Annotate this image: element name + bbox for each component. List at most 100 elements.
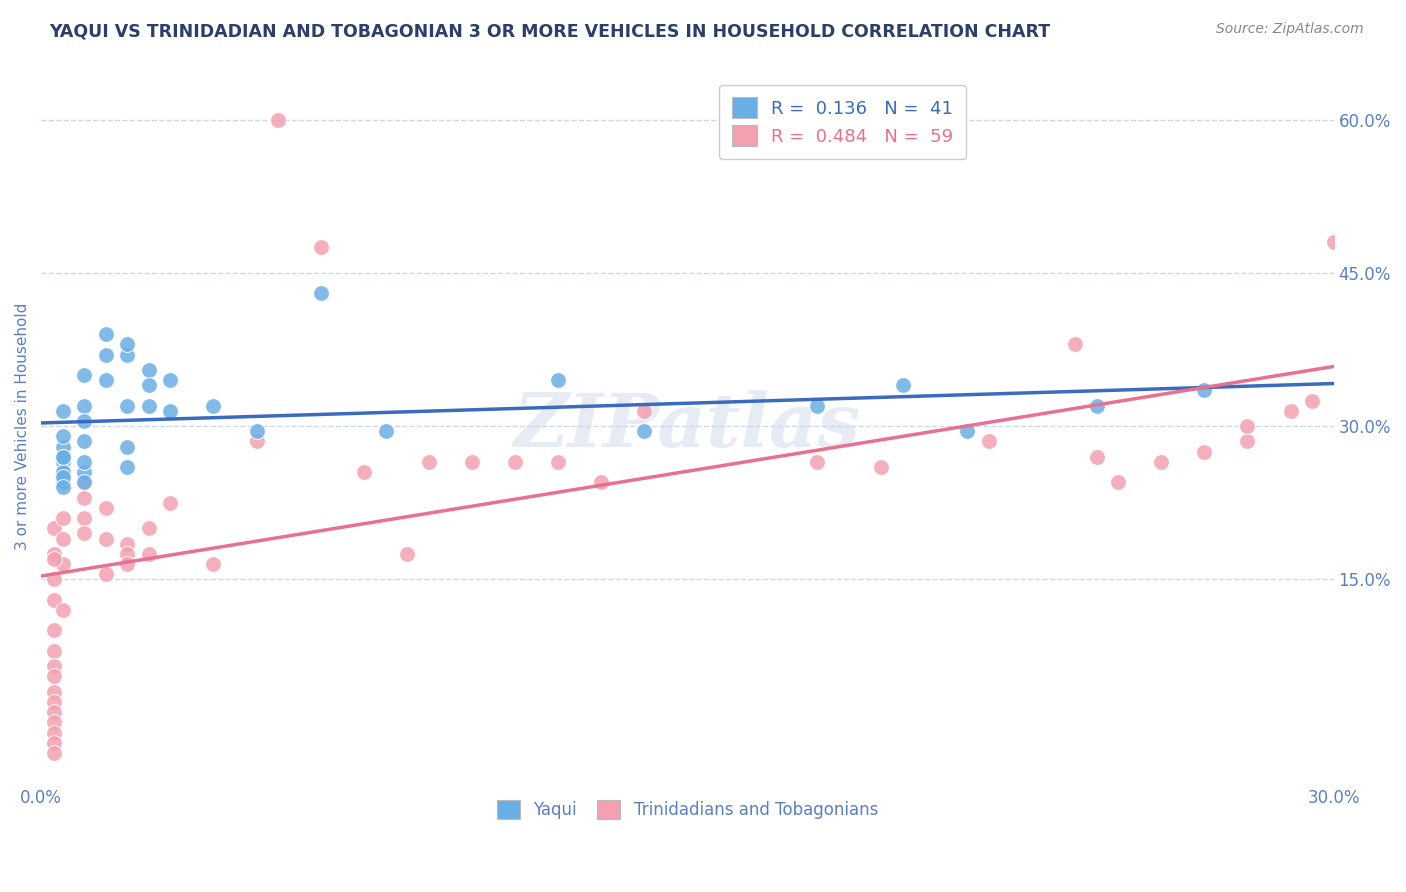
Point xyxy=(52,475,75,490)
Point xyxy=(977,434,1000,449)
Point xyxy=(396,547,419,561)
Point xyxy=(117,547,139,561)
Point xyxy=(1194,384,1216,398)
Point xyxy=(42,695,65,709)
Point xyxy=(159,404,181,418)
Point xyxy=(870,460,893,475)
Point xyxy=(633,424,655,438)
Point xyxy=(73,475,96,490)
Point xyxy=(117,460,139,475)
Text: Source: ZipAtlas.com: Source: ZipAtlas.com xyxy=(1216,22,1364,37)
Point xyxy=(309,286,332,301)
Point xyxy=(117,440,139,454)
Point xyxy=(52,455,75,469)
Point xyxy=(267,112,290,127)
Text: ZIPatlas: ZIPatlas xyxy=(515,390,860,462)
Point xyxy=(1194,444,1216,458)
Point xyxy=(52,480,75,494)
Point xyxy=(42,624,65,638)
Point xyxy=(94,567,117,582)
Point xyxy=(42,746,65,760)
Point xyxy=(891,378,914,392)
Point xyxy=(138,399,160,413)
Point xyxy=(73,455,96,469)
Point xyxy=(42,685,65,699)
Point xyxy=(94,532,117,546)
Point xyxy=(956,424,979,438)
Point xyxy=(73,465,96,479)
Y-axis label: 3 or more Vehicles in Household: 3 or more Vehicles in Household xyxy=(15,302,30,549)
Point xyxy=(94,327,117,342)
Point xyxy=(117,557,139,571)
Legend: Yaqui, Trinidadians and Tobagonians: Yaqui, Trinidadians and Tobagonians xyxy=(491,793,884,825)
Point xyxy=(52,450,75,464)
Text: YAQUI VS TRINIDADIAN AND TOBAGONIAN 3 OR MORE VEHICLES IN HOUSEHOLD CORRELATION : YAQUI VS TRINIDADIAN AND TOBAGONIAN 3 OR… xyxy=(49,22,1050,40)
Point xyxy=(1085,399,1108,413)
Point xyxy=(73,368,96,382)
Point xyxy=(73,526,96,541)
Point xyxy=(117,536,139,550)
Point xyxy=(1236,419,1258,434)
Point xyxy=(42,705,65,719)
Point xyxy=(42,552,65,566)
Point xyxy=(52,532,75,546)
Point xyxy=(117,348,139,362)
Point xyxy=(42,659,65,673)
Point xyxy=(245,424,267,438)
Point xyxy=(42,736,65,750)
Point xyxy=(309,240,332,254)
Point xyxy=(245,434,267,449)
Point xyxy=(138,363,160,377)
Point xyxy=(1236,434,1258,449)
Point xyxy=(159,373,181,387)
Point xyxy=(159,496,181,510)
Point xyxy=(117,337,139,351)
Point xyxy=(52,465,75,479)
Point xyxy=(353,465,375,479)
Point xyxy=(42,592,65,607)
Point xyxy=(1107,475,1129,490)
Point xyxy=(806,399,828,413)
Point xyxy=(1150,455,1173,469)
Point xyxy=(503,455,526,469)
Point xyxy=(1085,450,1108,464)
Point xyxy=(138,547,160,561)
Point xyxy=(73,434,96,449)
Point xyxy=(633,404,655,418)
Point xyxy=(547,373,569,387)
Point xyxy=(42,547,65,561)
Point xyxy=(138,521,160,535)
Point xyxy=(547,455,569,469)
Point xyxy=(806,455,828,469)
Point xyxy=(1064,337,1087,351)
Point xyxy=(1279,404,1302,418)
Point xyxy=(52,511,75,525)
Point xyxy=(42,644,65,658)
Point xyxy=(52,465,75,479)
Point xyxy=(94,373,117,387)
Point xyxy=(374,424,396,438)
Point xyxy=(73,414,96,428)
Point xyxy=(42,715,65,730)
Point xyxy=(73,399,96,413)
Point xyxy=(1301,393,1323,408)
Point xyxy=(52,450,75,464)
Point xyxy=(94,348,117,362)
Point xyxy=(202,557,225,571)
Point xyxy=(1323,235,1346,250)
Point xyxy=(94,500,117,515)
Point xyxy=(52,429,75,443)
Point xyxy=(52,440,75,454)
Point xyxy=(461,455,484,469)
Point xyxy=(42,573,65,587)
Point xyxy=(73,511,96,525)
Point xyxy=(138,378,160,392)
Point xyxy=(42,521,65,535)
Point xyxy=(202,399,225,413)
Point xyxy=(52,603,75,617)
Point xyxy=(117,399,139,413)
Point xyxy=(591,475,613,490)
Point xyxy=(52,404,75,418)
Point xyxy=(42,725,65,739)
Point xyxy=(52,470,75,484)
